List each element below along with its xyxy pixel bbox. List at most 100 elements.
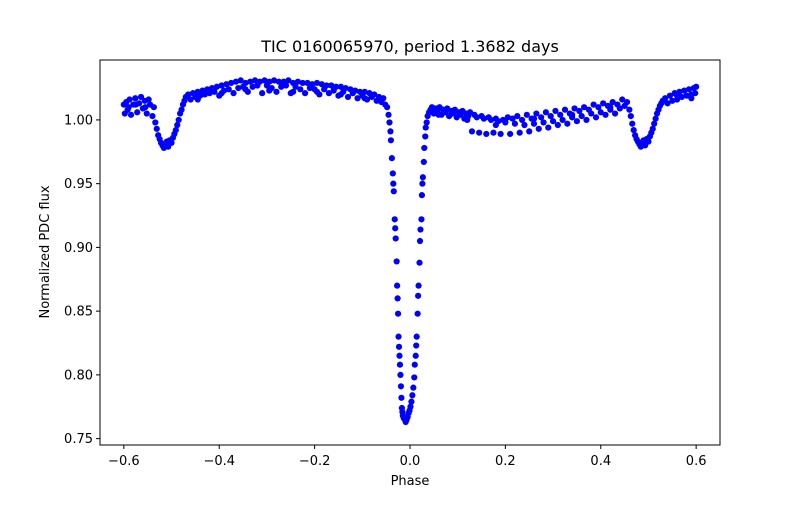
data-point — [394, 295, 401, 302]
data-point — [132, 101, 139, 108]
data-point — [547, 112, 554, 120]
data-point — [313, 88, 321, 95]
data-point — [420, 158, 427, 166]
data-point — [218, 82, 225, 89]
data-point — [395, 343, 403, 350]
data-point — [549, 118, 557, 125]
y-tick-label: 0.95 — [64, 177, 93, 192]
data-point — [235, 84, 242, 92]
data-point — [152, 119, 159, 126]
data-point — [411, 374, 418, 381]
data-point — [626, 106, 633, 113]
data-point — [623, 98, 631, 106]
data-point — [290, 88, 297, 95]
data-point — [530, 115, 538, 122]
data-point — [418, 192, 426, 199]
data-point — [630, 127, 637, 134]
data-point — [521, 121, 528, 129]
data-point — [592, 114, 600, 121]
data-point — [213, 83, 220, 90]
data-point — [309, 81, 316, 88]
data-point — [561, 106, 569, 113]
data-point — [142, 104, 149, 111]
data-point — [611, 110, 619, 117]
x-tick-label: 0.6 — [686, 454, 707, 469]
data-point — [218, 90, 225, 97]
data-point — [590, 101, 597, 108]
data-point — [256, 78, 263, 85]
data-point — [398, 394, 405, 401]
data-point — [313, 79, 321, 87]
data-point — [516, 129, 523, 136]
x-tick-label: −0.4 — [203, 454, 235, 469]
x-tick-label: 0.4 — [590, 454, 611, 469]
data-point — [185, 91, 192, 98]
data-point — [137, 93, 145, 101]
data-point — [415, 282, 422, 289]
data-point — [645, 138, 652, 145]
data-point — [464, 116, 471, 124]
data-point — [692, 90, 699, 97]
data-point — [392, 235, 399, 242]
data-point — [297, 86, 304, 93]
data-point — [387, 137, 395, 144]
data-point — [168, 139, 175, 146]
data-point — [397, 371, 404, 378]
data-point — [261, 77, 268, 84]
data-point — [175, 116, 182, 124]
data-point — [174, 121, 181, 129]
data-point — [127, 111, 135, 118]
data-point — [223, 81, 230, 88]
chart-title: TIC 0160065970, period 1.3682 days — [260, 37, 559, 56]
data-point — [649, 125, 656, 132]
data-point — [535, 125, 542, 132]
data-point — [270, 77, 278, 84]
data-point — [395, 333, 402, 340]
data-point — [126, 96, 133, 103]
data-point — [294, 78, 302, 85]
data-point — [411, 361, 418, 368]
y-tick-label: 0.85 — [64, 305, 93, 320]
data-point — [422, 133, 429, 140]
data-point — [530, 120, 538, 127]
data-point — [652, 115, 659, 122]
data-point — [232, 78, 240, 85]
data-points — [120, 77, 700, 426]
data-point — [417, 226, 424, 233]
data-point — [619, 96, 626, 103]
x-tick-label: 0.2 — [495, 454, 516, 469]
data-point — [416, 259, 423, 266]
data-point — [301, 90, 309, 97]
data-point — [595, 104, 602, 111]
data-point — [242, 86, 249, 93]
data-point — [409, 392, 416, 399]
data-point — [473, 114, 480, 121]
data-point — [413, 333, 420, 340]
data-point — [410, 384, 417, 391]
data-point — [483, 130, 490, 138]
data-point — [664, 100, 671, 107]
data-point — [390, 188, 397, 195]
data-point — [371, 91, 378, 98]
data-point — [299, 79, 306, 87]
data-point — [242, 79, 249, 87]
data-point — [389, 170, 396, 177]
data-point — [564, 120, 571, 127]
data-point — [540, 119, 547, 126]
data-point — [332, 83, 340, 90]
data-point — [578, 112, 585, 120]
data-point — [490, 129, 497, 136]
data-point — [178, 106, 185, 113]
data-point — [468, 128, 476, 135]
data-point — [391, 216, 398, 223]
data-point — [583, 116, 590, 124]
data-point — [526, 128, 533, 135]
data-point — [392, 225, 399, 232]
x-axis-label: Phase — [391, 474, 430, 489]
data-point — [282, 82, 290, 89]
data-point — [669, 97, 676, 104]
data-point — [387, 128, 394, 135]
data-point — [542, 109, 550, 116]
data-point — [344, 93, 352, 101]
